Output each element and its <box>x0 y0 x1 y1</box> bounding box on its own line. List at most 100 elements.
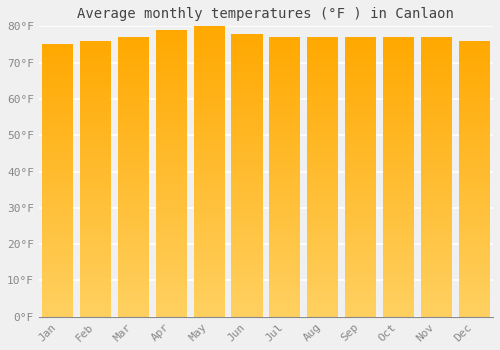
Bar <box>156 166 187 168</box>
Bar <box>307 44 338 46</box>
Bar <box>307 241 338 243</box>
Bar <box>118 90 149 92</box>
Bar <box>458 261 490 263</box>
Bar <box>383 134 414 135</box>
Bar <box>270 259 300 261</box>
Bar <box>345 138 376 139</box>
Bar <box>118 83 149 85</box>
Bar <box>307 74 338 75</box>
Bar <box>307 278 338 279</box>
Bar <box>307 238 338 240</box>
Bar <box>156 185 187 186</box>
Bar <box>421 282 452 283</box>
Bar <box>421 169 452 170</box>
Bar <box>421 50 452 51</box>
Bar <box>194 288 224 289</box>
Bar <box>270 160 300 162</box>
Bar <box>421 315 452 317</box>
Bar <box>80 259 111 260</box>
Bar <box>458 59 490 60</box>
Bar <box>232 288 262 290</box>
Bar <box>458 273 490 274</box>
Bar <box>270 276 300 278</box>
Bar <box>345 94 376 96</box>
Bar <box>156 288 187 289</box>
Bar <box>345 51 376 52</box>
Bar <box>118 188 149 190</box>
Bar <box>345 145 376 146</box>
Bar <box>307 79 338 81</box>
Bar <box>345 141 376 142</box>
Bar <box>458 307 490 308</box>
Bar <box>458 204 490 205</box>
Bar <box>421 111 452 113</box>
Bar <box>458 126 490 128</box>
Bar <box>118 141 149 142</box>
Bar <box>345 162 376 163</box>
Bar <box>194 141 224 142</box>
Bar <box>307 83 338 85</box>
Bar <box>458 245 490 246</box>
Bar <box>80 282 111 284</box>
Bar <box>118 219 149 220</box>
Bar <box>80 114 111 115</box>
Bar <box>80 150 111 151</box>
Bar <box>421 241 452 243</box>
Bar <box>458 268 490 270</box>
Bar <box>345 313 376 314</box>
Bar <box>307 259 338 261</box>
Bar <box>80 160 111 161</box>
Bar <box>80 236 111 237</box>
Bar <box>42 189 74 190</box>
Bar <box>194 195 224 196</box>
Bar <box>156 178 187 179</box>
Bar <box>156 123 187 125</box>
Bar <box>458 226 490 227</box>
Bar <box>345 44 376 46</box>
Bar <box>458 75 490 77</box>
Bar <box>345 272 376 273</box>
Bar <box>118 163 149 164</box>
Bar <box>232 222 262 223</box>
Bar <box>345 215 376 216</box>
Bar <box>194 164 224 166</box>
Bar <box>232 144 262 146</box>
Bar <box>232 76 262 77</box>
Bar <box>458 85 490 86</box>
Bar <box>156 229 187 231</box>
Bar <box>307 149 338 150</box>
Bar <box>458 275 490 277</box>
Bar <box>458 150 490 151</box>
Bar <box>156 245 187 246</box>
Bar <box>80 315 111 317</box>
Bar <box>118 169 149 170</box>
Bar <box>80 237 111 238</box>
Bar <box>421 306 452 307</box>
Bar <box>80 244 111 245</box>
Bar <box>194 276 224 278</box>
Bar <box>307 208 338 209</box>
Bar <box>383 278 414 279</box>
Bar <box>345 237 376 238</box>
Bar <box>118 144 149 145</box>
Bar <box>421 78 452 79</box>
Bar <box>383 245 414 247</box>
Bar <box>156 272 187 274</box>
Bar <box>458 104 490 106</box>
Bar <box>156 237 187 238</box>
Bar <box>232 303 262 304</box>
Bar <box>345 142 376 144</box>
Bar <box>194 202 224 203</box>
Bar <box>421 64 452 65</box>
Bar <box>421 262 452 264</box>
Bar <box>458 89 490 91</box>
Bar <box>421 75 452 76</box>
Bar <box>118 100 149 102</box>
Bar <box>383 187 414 188</box>
Bar <box>80 251 111 252</box>
Bar <box>383 225 414 226</box>
Bar <box>42 124 74 125</box>
Bar <box>80 206 111 208</box>
Bar <box>383 269 414 271</box>
Bar <box>42 136 74 137</box>
